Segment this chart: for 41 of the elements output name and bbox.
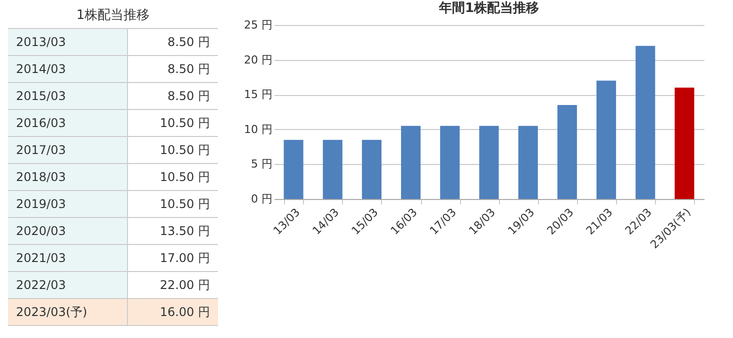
chart-title: 年間1株配当推移 (438, 1, 540, 16)
text: 10.50 円 (160, 170, 210, 184)
category-label: 2017/03 (8, 136, 128, 164)
text: 10.50 円 (160, 142, 210, 156)
bar (557, 105, 577, 199)
text: 1株配当推移 (75, 7, 151, 25)
bar (596, 80, 616, 199)
category-label: 2021/03 (8, 244, 128, 272)
bar (674, 88, 694, 199)
bar (479, 126, 499, 199)
category-label: 2018/03 (8, 164, 128, 190)
bar (636, 46, 656, 199)
bar (362, 140, 382, 199)
text: 22.00 円 (160, 278, 210, 292)
category-label: 2022/03 (8, 272, 128, 298)
y-tick-label: 5 円 (251, 158, 272, 171)
text: 17.00 円 (160, 250, 210, 264)
text: 8.50 円 (167, 62, 210, 76)
text: 8.50 円 (167, 34, 210, 48)
text: 10.50 円 (160, 196, 210, 210)
category-label: 2014/03 (8, 56, 128, 82)
bar (440, 126, 460, 199)
y-tick-label: 15 円 (244, 88, 272, 102)
y-tick-label: 25 円 (244, 18, 272, 32)
category-label: 2020/03 (8, 218, 128, 244)
category-label: 2015/03 (8, 82, 128, 110)
y-tick-label: 0 円 (251, 192, 272, 206)
bar (518, 126, 538, 199)
text: 16.00 円 (160, 304, 210, 318)
text: 13.50 円 (160, 224, 210, 238)
category-label: 2016/03 (8, 110, 128, 136)
bar (322, 140, 342, 199)
category-label: 2013/03 (8, 28, 128, 56)
category-label: 2023/03(予) (8, 298, 128, 326)
y-tick-label: 10 円 (244, 122, 272, 136)
bar (401, 126, 421, 199)
bar (284, 140, 304, 199)
y-tick-label: 20 円 (244, 53, 272, 66)
text: 8.50 円 (167, 88, 210, 102)
category-label: 2019/03 (8, 190, 128, 218)
text: 10.50 円 (160, 116, 210, 130)
